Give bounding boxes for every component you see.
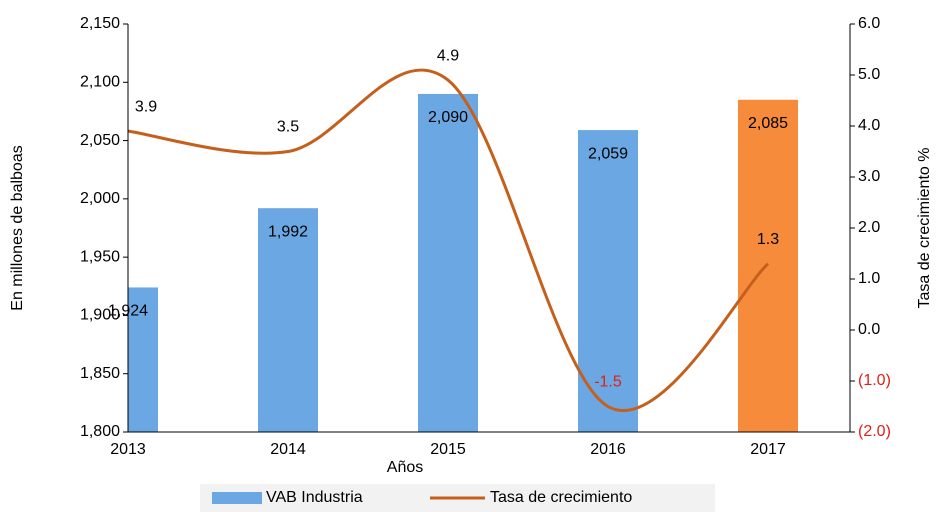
y-tick-label: 1,850 (80, 365, 120, 382)
x-tick-label: 2013 (110, 441, 146, 458)
y2-tick-label: 1.0 (858, 270, 880, 287)
line-value-label: 1.3 (757, 231, 779, 248)
bar (418, 93, 478, 432)
bar-value-label: 2,085 (748, 115, 788, 132)
bar (738, 99, 798, 433)
y-tick-label: 2,150 (80, 15, 120, 32)
y2-tick-label: 4.0 (858, 117, 880, 134)
y2-axis-label: Tasa de crecimiento % (916, 148, 933, 309)
bar-value-label: 2,059 (588, 145, 628, 162)
line-value-label: -1.5 (594, 374, 622, 391)
y-tick-label: 2,000 (80, 190, 120, 207)
x-tick-label: 2017 (750, 441, 786, 458)
y2-tick-label: 3.0 (858, 168, 880, 185)
legend-label: VAB Industria (266, 489, 363, 506)
line-value-label: 3.9 (135, 98, 157, 115)
bar-value-label: 1,992 (268, 223, 308, 240)
y-tick-label: 2,100 (80, 74, 120, 91)
bar (128, 287, 158, 432)
y-tick-label: 2,050 (80, 132, 120, 149)
plot-area (128, 93, 798, 433)
y2-tick-label: 0.0 (858, 321, 880, 338)
bar (578, 130, 638, 432)
y2-tick-label: 2.0 (858, 219, 880, 236)
y2-tick-label: (1.0) (858, 372, 891, 389)
bar (258, 208, 318, 432)
x-axis-label: Años (387, 459, 423, 476)
bar-value-label: 1,924 (108, 303, 148, 320)
y2-tick-label: (2.0) (858, 423, 891, 440)
y-tick-label: 1,950 (80, 248, 120, 265)
legend-swatch (212, 492, 262, 504)
x-tick-label: 2014 (270, 441, 306, 458)
y2-tick-label: 6.0 (858, 15, 880, 32)
bar-value-label: 2,090 (428, 109, 468, 126)
x-tick-label: 2016 (590, 441, 626, 458)
line (127, 68, 770, 412)
legend-label: Tasa de crecimiento (490, 489, 632, 506)
y-axis-label: En millones de balboas (9, 145, 26, 310)
y-tick-label: 1,900 (80, 307, 120, 324)
line-value-label: 4.9 (437, 47, 459, 64)
y2-tick-label: 5.0 (858, 66, 880, 83)
y-tick-label: 1,800 (80, 423, 120, 440)
x-tick-label: 2015 (430, 441, 466, 458)
line-value-label: 3.5 (277, 119, 299, 136)
